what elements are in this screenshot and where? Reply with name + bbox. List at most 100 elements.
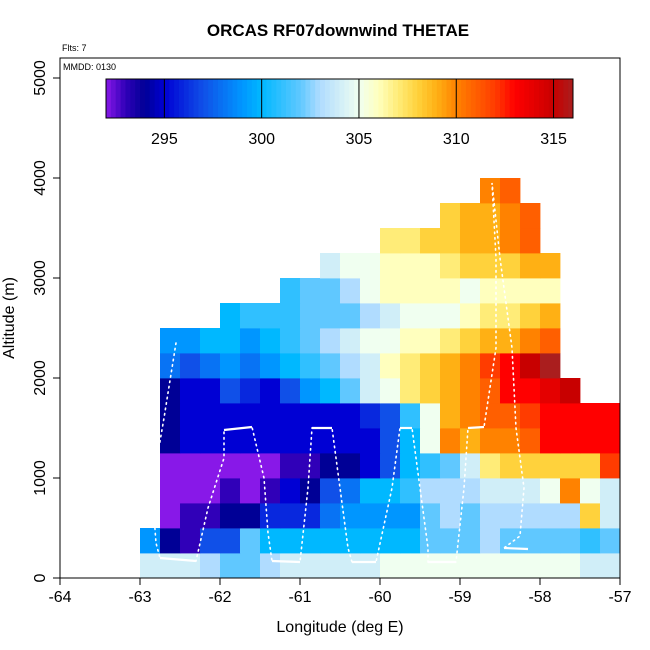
heatmap-cell [440,403,461,429]
heatmap-cell [520,353,541,379]
heatmap-cell [480,428,501,454]
colorbar-swatch [534,79,540,118]
heatmap-cell [540,278,561,304]
colorbar-swatch [368,79,375,118]
heatmap-cell [200,378,221,404]
colorbar-swatch [305,79,311,118]
colorbar-swatch [538,79,545,118]
heatmap-cell [160,553,181,578]
heatmap-cell [520,328,541,354]
heatmap-cell [360,278,381,304]
heatmap-cell [520,478,541,504]
x-tick-label: -62 [208,589,231,606]
heatmap-cell [240,503,261,529]
heatmap-cell [160,353,181,379]
heatmap-cell [300,328,321,354]
colorbar-tick-label: 295 [151,131,178,148]
heatmap-cell [180,403,201,429]
heatmap-cell [200,453,221,479]
heatmap-cell [160,428,181,454]
heatmap-cell [280,478,301,504]
x-axis-label: Longitude (deg E) [276,619,403,636]
heatmap-cell [520,428,541,454]
colorbar-swatch [344,79,350,118]
heatmap-cell [240,453,261,479]
heatmap-cell [500,228,521,254]
colorbar-swatch [548,79,555,118]
colorbar-swatch [334,79,340,118]
heatmap-cell [320,453,341,479]
colorbar-swatch [203,79,209,118]
heatmap-cell [360,303,381,329]
colorbar-tick-label: 300 [248,131,275,148]
heatmap-cell [320,478,341,504]
colorbar-swatch [461,79,467,118]
heatmap-cell [260,528,281,554]
heatmap-cell [580,428,601,454]
heatmap-cell [340,403,361,429]
x-tick-label: -59 [448,589,471,606]
colorbar-frame [105,78,574,119]
heatmap-cell [520,503,541,529]
colorbar-swatch [256,79,263,118]
colorbar-swatch [568,79,574,118]
heatmap-cell [280,403,301,429]
heatmap-cell [160,453,181,479]
heatmap-cell [280,353,301,379]
date-annotation: MMDD: 0130 [63,62,116,72]
heatmap-cell [520,528,541,554]
colorbar-swatch [431,79,438,118]
colorbar-swatch [383,79,389,118]
colorbar-swatch [266,79,272,118]
heatmap-cell [440,428,461,454]
heatmap-cell [360,428,381,454]
colorbar-swatch [295,79,302,118]
heatmap-cell [380,528,401,554]
colorbar-swatch [110,79,117,118]
heatmap-cell [380,353,401,379]
heatmap-cell [240,328,261,354]
heatmap-cell [420,403,441,429]
heatmap-cell [440,378,461,404]
colorbar-swatch [237,79,243,118]
heatmap-cell [460,328,481,354]
heatmap-cell [560,403,581,429]
heatmap-cell [500,403,521,429]
heatmap-cell [360,253,381,279]
heatmap-cell [400,528,421,554]
colorbar-swatch [140,79,146,118]
heatmap-cell [360,503,381,529]
colorbar-swatch [217,79,224,118]
heatmap-cell [280,503,301,529]
heatmap-cell [200,428,221,454]
heatmap-cell [540,303,561,329]
heatmap-cell [260,553,281,578]
heatmap-cell [260,378,281,404]
flight-track-level-leg [271,559,301,564]
colorbar-swatch [495,79,501,118]
heatmap-cell [460,428,481,454]
heatmap-cell [500,503,521,529]
heatmap-cell [300,278,321,304]
colorbar-swatch [422,79,428,118]
heatmap-cell [220,478,241,504]
heatmap-cell [440,228,461,254]
heatmap-cell [420,553,441,578]
heatmap-cell [600,428,620,454]
heatmap-cell [160,503,181,529]
heatmap-cell [480,553,501,578]
heatmap-cell [340,253,361,279]
heatmap-cell [540,453,561,479]
colorbar-swatch [397,79,404,118]
heatmap-cell [420,353,441,379]
heatmap-cell [320,528,341,554]
y-tick-label: 2000 [32,360,49,396]
heatmap-cell [440,278,461,304]
heatmap-cell [280,453,301,479]
heatmap-cell [480,528,501,554]
heatmap-cell [300,403,321,429]
colorbar-swatch [178,79,185,118]
heatmap-cell [500,203,521,229]
colorbar-swatch [106,79,112,118]
x-tick-label: -64 [48,589,71,606]
